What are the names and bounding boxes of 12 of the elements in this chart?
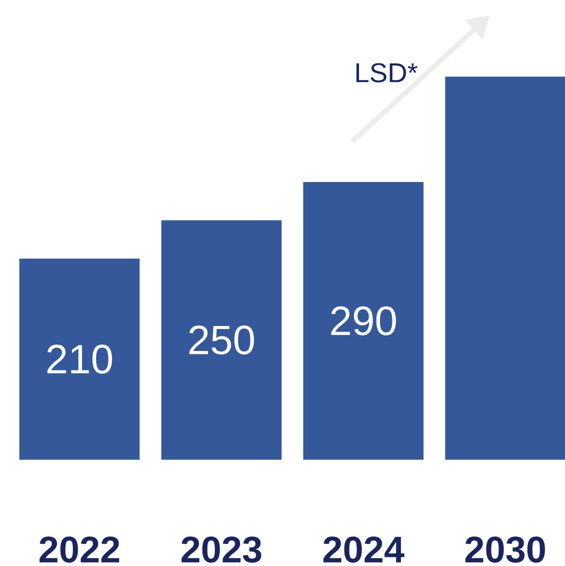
data-label: 210 — [47, 344, 112, 374]
bar — [19, 258, 140, 460]
bar — [303, 182, 424, 460]
data-label: 250 — [189, 326, 254, 354]
bar — [444, 76, 565, 460]
data-label: 290 — [331, 306, 396, 336]
annotation: LSD* — [356, 63, 418, 82]
x-tick-label: 2024 — [323, 536, 404, 563]
x-tick-label: 2022 — [39, 536, 119, 563]
x-tick-label: 2023 — [181, 536, 262, 563]
bar — [161, 220, 282, 460]
x-tick-label: 2030 — [465, 536, 545, 563]
